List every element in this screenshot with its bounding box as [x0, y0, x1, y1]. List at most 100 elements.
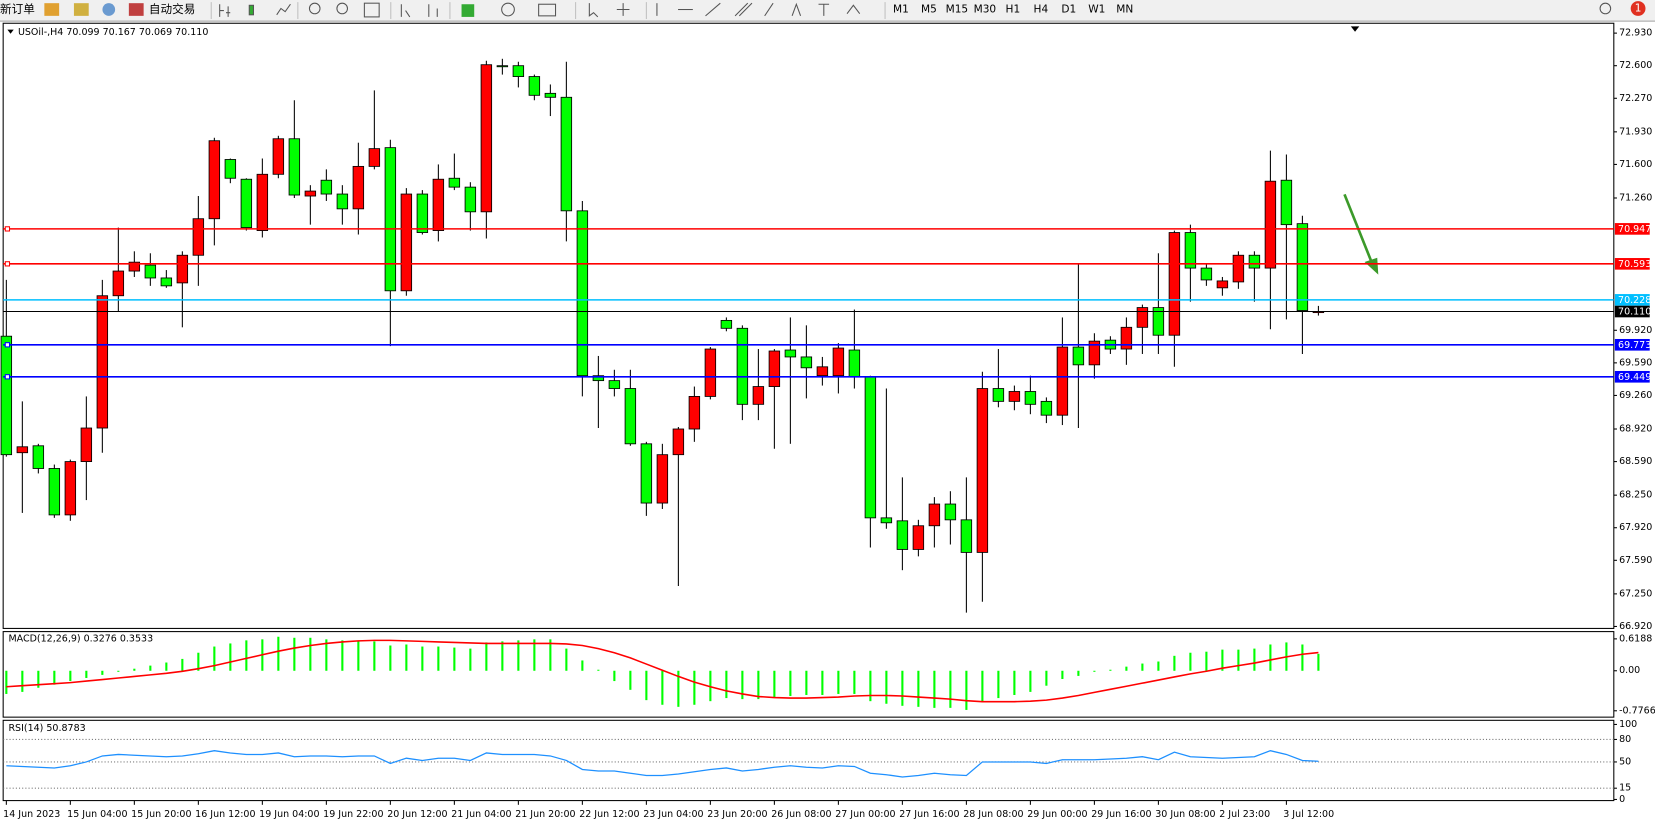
- candle-body: [896, 520, 909, 550]
- timeframe-button[interactable]: D1: [1061, 4, 1076, 16]
- y-tick-label: 72.930: [1619, 28, 1652, 39]
- price-label: 70.110: [1618, 307, 1651, 318]
- y-tick-label: -0.7766: [1619, 705, 1655, 716]
- price-label: 70.228: [1618, 295, 1651, 306]
- candle-body: [112, 270, 125, 297]
- candle-body: [912, 525, 925, 550]
- x-tick-label: 28 Jun 08:00: [963, 809, 1023, 820]
- candle-body: [128, 261, 141, 272]
- trendline-icon[interactable]: [705, 2, 721, 17]
- x-tick-label: 27 Jun 16:00: [899, 809, 959, 820]
- rsi-line: [6, 750, 1319, 778]
- price-label: 69.449: [1618, 372, 1651, 383]
- y-tick-label: 0.00: [1619, 665, 1640, 676]
- candle-body: [528, 76, 541, 96]
- candle-body: [880, 517, 893, 524]
- candle-body: [1296, 223, 1309, 311]
- x-tick-label: 14 Jun 2023: [3, 809, 60, 820]
- rsi-title: RSI(14) 50.8783: [8, 723, 85, 734]
- candle-body: [416, 193, 429, 233]
- toolbar: [0, 0, 1655, 22]
- candle-icon[interactable]: [248, 4, 255, 16]
- search-icon[interactable]: [1599, 2, 1612, 15]
- price-label-box: [1614, 294, 1650, 306]
- candle-body: [1024, 391, 1037, 405]
- timeframe-button[interactable]: H4: [1034, 4, 1049, 16]
- candle-body: [1056, 346, 1069, 416]
- y-tick-label: 50: [1619, 756, 1631, 767]
- text-tool-icon[interactable]: [791, 2, 802, 17]
- candle-body: [320, 179, 333, 195]
- candle-body: [784, 349, 797, 358]
- zoom-out-icon[interactable]: [336, 2, 349, 15]
- y-tick-label: 15: [1619, 783, 1631, 794]
- chart-title: USOil-,H4 70.099 70.167 70.069 70.110: [18, 27, 208, 38]
- toolbar-icon[interactable]: [102, 3, 116, 16]
- candle-body: [960, 519, 973, 553]
- alert-badge[interactable]: [1630, 1, 1646, 16]
- candle-body: [1200, 267, 1213, 281]
- candle-body: [1040, 400, 1053, 416]
- x-tick-label: 16 Jun 12:00: [195, 809, 255, 820]
- candle-body: [1120, 326, 1133, 350]
- indicators-icon[interactable]: [461, 4, 475, 17]
- candle-body: [848, 349, 861, 378]
- candle-body: [272, 138, 285, 175]
- timeframe-button[interactable]: MN: [1116, 4, 1133, 16]
- signal-line: [6, 639, 1319, 703]
- candle-body: [0, 335, 13, 456]
- bar-chart-icon[interactable]: [219, 4, 231, 17]
- periods-icon[interactable]: [501, 2, 515, 17]
- autoscroll-icon[interactable]: [400, 4, 411, 18]
- price-label-box: [1614, 338, 1650, 351]
- candle-body: [336, 193, 349, 210]
- toolbar-icon[interactable]: [44, 3, 60, 16]
- price-label: 69.773: [1618, 340, 1651, 351]
- candle-body: [608, 380, 621, 389]
- arrows-icon[interactable]: [846, 4, 861, 15]
- line-chart-icon[interactable]: [276, 3, 291, 16]
- tile-icon[interactable]: [363, 2, 380, 18]
- toolbar-icon[interactable]: [73, 3, 89, 16]
- auto-trading-button[interactable]: 自动交易: [149, 2, 195, 16]
- zoom-in-icon[interactable]: [308, 2, 321, 15]
- candle-body: [1232, 254, 1245, 283]
- candle-body: [208, 140, 221, 220]
- cursor-icon[interactable]: [588, 3, 599, 18]
- candle-body: [688, 396, 701, 430]
- x-tick-label: 3 Jul 12:00: [1283, 809, 1334, 820]
- timeframe-button[interactable]: M30: [974, 4, 997, 16]
- y-tick-label: 71.930: [1619, 126, 1652, 137]
- channel-icon[interactable]: [734, 2, 753, 17]
- x-tick-label: 23 Jun 20:00: [707, 809, 767, 820]
- timeframe-button[interactable]: W1: [1088, 4, 1105, 16]
- candle-body: [1168, 232, 1181, 336]
- candle-body: [192, 218, 205, 256]
- candle-body: [48, 468, 61, 516]
- timeframe-button[interactable]: M1: [893, 4, 909, 16]
- fibo-icon[interactable]: [764, 2, 774, 17]
- timeframe-button[interactable]: M5: [921, 4, 937, 16]
- x-tick-label: 2 Jul 23:00: [1219, 809, 1270, 820]
- y-tick-label: 69.920: [1619, 325, 1652, 336]
- price-label-box: [1614, 258, 1650, 270]
- candle-body: [448, 177, 461, 188]
- candle-body: [400, 193, 413, 292]
- timeframe-button[interactable]: M15: [946, 4, 969, 16]
- timeframe-button[interactable]: H1: [1006, 4, 1021, 16]
- templates-icon[interactable]: [538, 3, 557, 17]
- shift-icon[interactable]: [428, 4, 438, 17]
- toolbar-icon[interactable]: [128, 3, 144, 16]
- candle-body: [832, 347, 845, 377]
- y-tick-label: 68.920: [1619, 424, 1652, 435]
- new-order-button[interactable]: 新订单: [0, 2, 35, 16]
- candle-body: [32, 445, 45, 469]
- crosshair-icon[interactable]: [616, 3, 630, 16]
- macd-pane: [2, 631, 1615, 718]
- alert-count[interactable]: 1: [1635, 2, 1642, 14]
- price-label: 70.593: [1618, 259, 1651, 270]
- y-tick-label: 72.270: [1619, 93, 1652, 104]
- label-tool-icon[interactable]: [818, 3, 830, 16]
- candle-body: [256, 173, 269, 231]
- x-tick-label: 21 Jun 20:00: [515, 809, 575, 820]
